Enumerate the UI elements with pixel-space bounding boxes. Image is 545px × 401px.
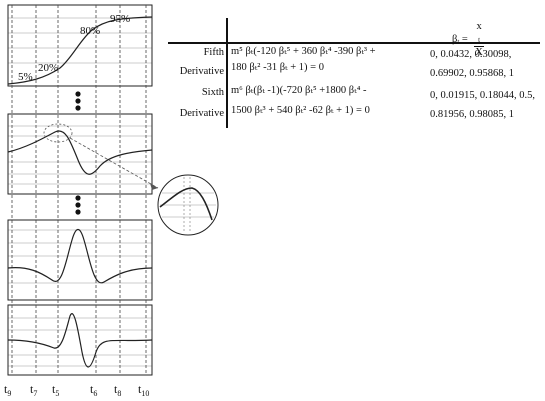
panel-frames bbox=[7, 4, 153, 376]
time-tick-labels: t9 t7 t5 t6 t8 t10 bbox=[4, 382, 149, 398]
time-tick-label: t8 bbox=[114, 382, 121, 398]
zoom-magnifier bbox=[157, 174, 219, 236]
ellipsis-dots-lower bbox=[75, 195, 81, 215]
panel-grid-lines bbox=[8, 17, 152, 367]
row-fifth-label-line1: Fifth bbox=[203, 47, 224, 58]
time-tick-label: t5 bbox=[52, 382, 59, 398]
row-fifth-roots-line2: 0.69902, 0.95868, 1 bbox=[430, 68, 514, 79]
time-tick-label: t10 bbox=[138, 382, 149, 398]
row-fifth-roots-line1: 0, 0.0432, 0.30098, bbox=[430, 49, 512, 60]
row-sixth-label-line2: Derivative bbox=[179, 108, 224, 119]
percent-label-80: 80% bbox=[80, 25, 100, 37]
row-sixth-roots-line2: 0.81956, 0.98085, 1 bbox=[430, 109, 514, 120]
time-tick-label: t6 bbox=[90, 382, 97, 398]
header-numerator: x bbox=[476, 21, 482, 32]
ellipsis-dots-upper bbox=[75, 91, 81, 111]
header-equals: = bbox=[459, 33, 471, 45]
percent-label-95: 95% bbox=[110, 13, 130, 25]
zoom-leader-line bbox=[69, 137, 159, 189]
table-horizontal-rule bbox=[168, 42, 540, 44]
third-derivative-panel bbox=[7, 113, 153, 195]
percent-label-20: 20% bbox=[38, 62, 58, 74]
percent-label-5: 5% bbox=[18, 71, 33, 83]
row-fifth-label-line2: Derivative bbox=[179, 66, 224, 77]
header-denominator: X bbox=[475, 47, 483, 58]
sigmoid-panel bbox=[7, 4, 153, 87]
fifth-derivative-panel bbox=[7, 219, 153, 301]
third-derivative-curve bbox=[7, 130, 153, 175]
header-beta-sub: t bbox=[457, 37, 460, 46]
zoom-arrowhead bbox=[150, 183, 158, 190]
row-fifth-equation-line1: m⁵ βₜ(-120 βₜ⁵ + 360 βₜ⁴ -390 βₜ³ + bbox=[231, 46, 376, 57]
row-fifth-equation-line2: 180 βₜ² -31 βₜ + 1) = 0 bbox=[231, 62, 324, 73]
zoom-source-ellipse bbox=[43, 123, 73, 143]
header-beta: β bbox=[452, 33, 458, 45]
row-sixth-equation-line2: 1500 βₜ³ + 540 βₜ² -62 βₜ + 1) = 0 bbox=[231, 105, 370, 116]
header-numerator-sub: t bbox=[478, 36, 481, 44]
row-sixth-equation-line1: m⁶ βₜ(βₜ -1)(-720 βₜ⁵ +1800 βₜ⁴ - bbox=[231, 85, 367, 96]
fifth-derivative-curve bbox=[7, 228, 153, 284]
time-dashed-lines bbox=[11, 5, 147, 375]
row-sixth-label-line1: Sixth bbox=[201, 87, 224, 98]
sixth-derivative-curve bbox=[7, 313, 153, 368]
table-vertical-rule bbox=[226, 18, 228, 128]
sigmoid-curve bbox=[7, 16, 153, 85]
time-tick-label: t7 bbox=[30, 382, 37, 398]
row-sixth-roots-line1: 0, 0.01915, 0.18044, 0.5, bbox=[430, 90, 535, 101]
time-tick-label: t9 bbox=[4, 382, 11, 398]
